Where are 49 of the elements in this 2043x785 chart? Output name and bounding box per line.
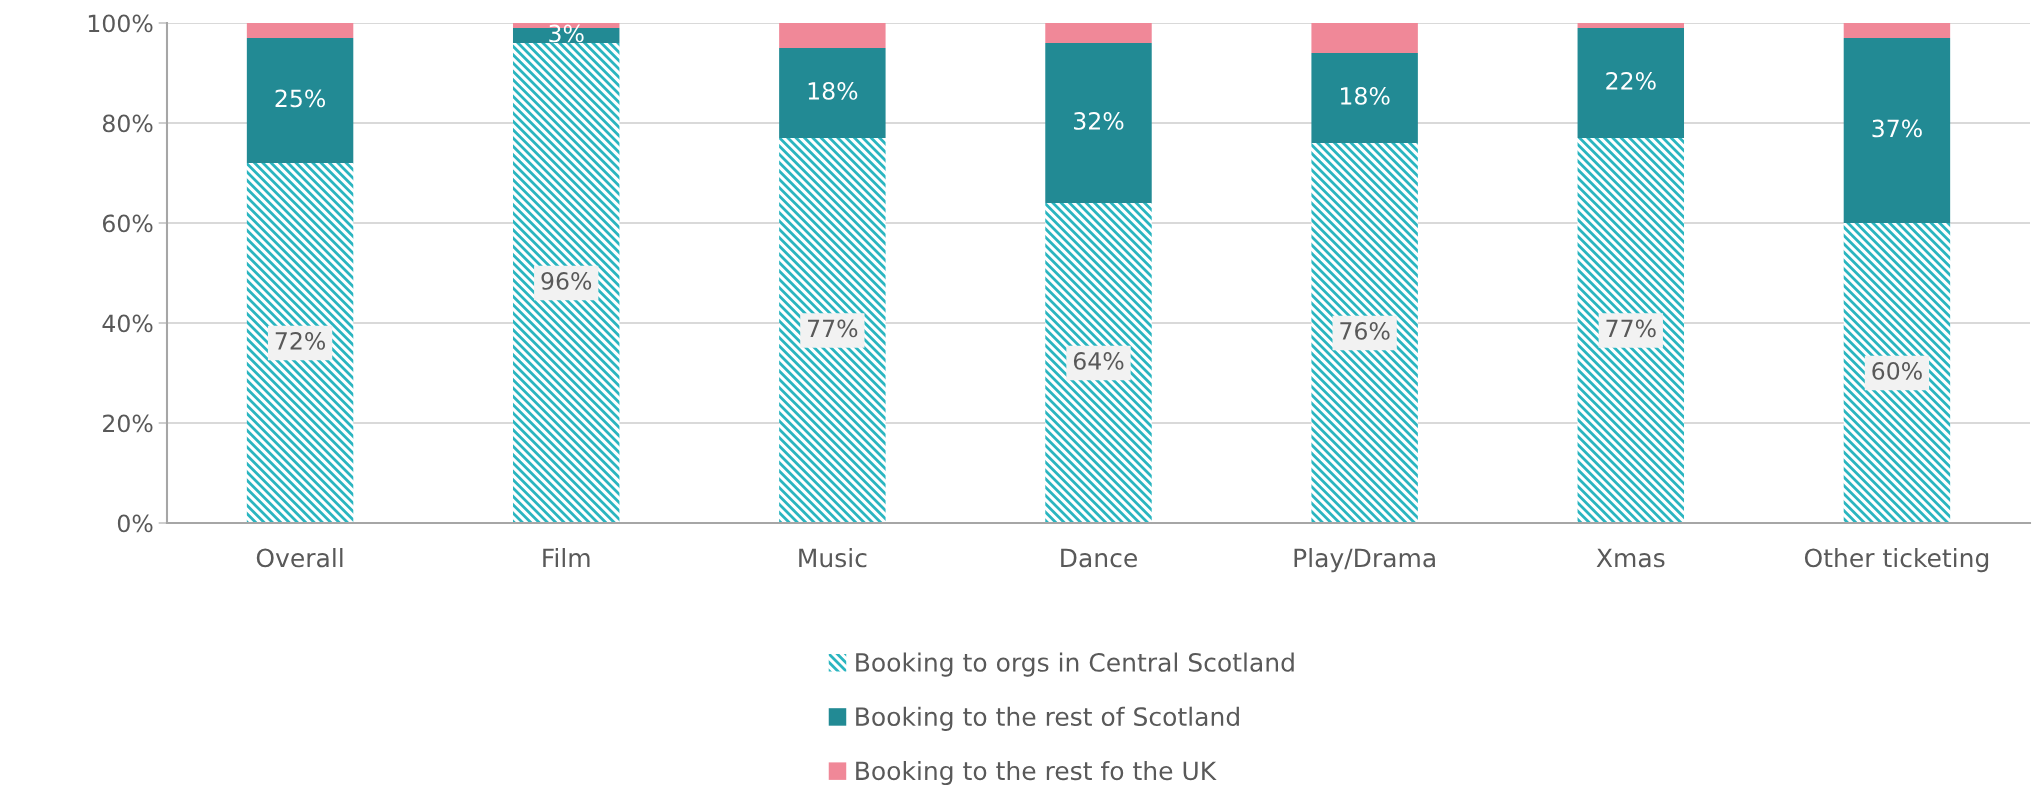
x-tick-label: Other ticketing — [1804, 548, 1989, 573]
data-label: 60% — [1872, 361, 1922, 380]
bar — [1311, 143, 1418, 523]
x-tick-label: Xmas — [1596, 548, 1665, 568]
data-label: 77% — [1606, 319, 1656, 338]
bar — [779, 48, 886, 138]
y-tick-label: 20% — [103, 414, 153, 433]
legend-label: Booking to the rest fo the UK — [856, 760, 1217, 785]
bar — [779, 23, 886, 48]
y-tick-label: 0% — [117, 514, 153, 533]
legend-label: Booking to the rest of Scotland — [856, 706, 1239, 731]
bar — [1045, 203, 1152, 523]
data-label: 64% — [1073, 351, 1124, 370]
bar — [1311, 53, 1418, 143]
data-label: 18% — [1341, 86, 1390, 105]
data-label: 18% — [808, 81, 858, 100]
x-tick-label: Film — [543, 548, 590, 567]
bar — [512, 43, 620, 523]
bar — [1577, 23, 1685, 28]
bar — [1045, 43, 1152, 203]
y-tick-label: 100% — [88, 14, 153, 33]
bar — [779, 138, 886, 523]
bar — [246, 23, 354, 38]
data-label: 37% — [1872, 119, 1922, 138]
x-tick-label: Play/Drama — [1294, 548, 1435, 573]
bar — [1311, 23, 1418, 53]
data-label: 32% — [1074, 111, 1124, 130]
bar — [246, 163, 354, 523]
y-tick-label: 40% — [102, 314, 153, 333]
data-label: 3% — [549, 24, 584, 43]
bar — [1045, 23, 1152, 43]
bar — [1843, 223, 1951, 523]
data-label: 72% — [275, 331, 326, 350]
x-tick-label: Dance — [1061, 548, 1137, 568]
bar — [1577, 28, 1685, 138]
x-tick-label: Overall — [256, 548, 343, 568]
bar — [1843, 23, 1951, 38]
legend-label: Booking to orgs in Central Scotland — [856, 652, 1294, 677]
bar — [1577, 138, 1685, 523]
y-tick-label: 80% — [102, 114, 153, 133]
data-label: 25% — [275, 89, 326, 108]
x-tick-label: Music — [799, 548, 867, 568]
data-label: 76% — [1340, 321, 1390, 340]
bar — [1843, 38, 1951, 223]
y-tick-label: 60% — [102, 214, 153, 233]
data-label: 22% — [1606, 71, 1656, 90]
bar — [246, 38, 354, 163]
data-label: 77% — [808, 319, 858, 338]
data-label: 96% — [541, 271, 592, 290]
